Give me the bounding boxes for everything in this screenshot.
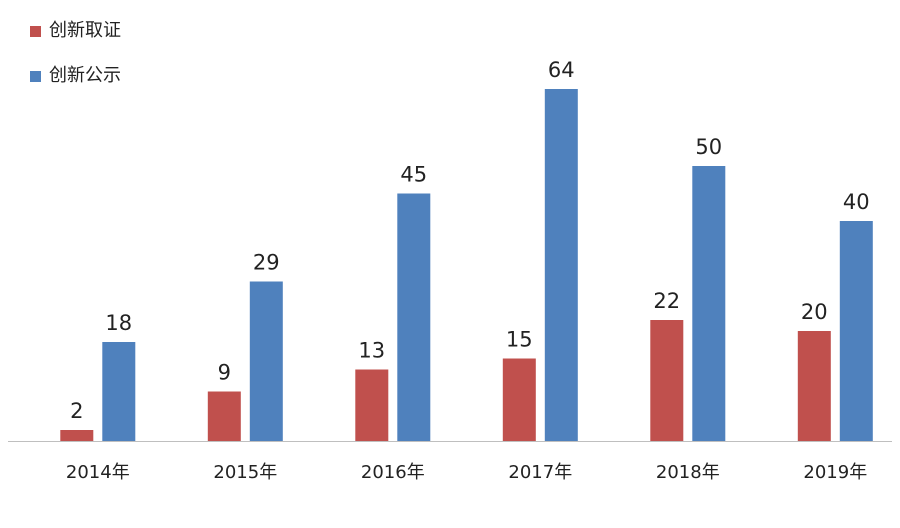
bar-series-1-6: [797, 331, 831, 441]
x-tick-label-1: 2014年: [66, 462, 130, 483]
data-label-series-2-4: 64: [548, 58, 575, 82]
data-label-series-1-5: 22: [653, 289, 680, 313]
bar-series-1-2: [207, 391, 241, 441]
data-label-series-1-1: 2: [70, 399, 83, 423]
legend-swatch-series-2: [30, 70, 41, 82]
legend-label-series-1: 创新取证: [49, 20, 121, 41]
legend-item-series-1: 创新取证: [30, 18, 121, 44]
bar-series-2-6: [839, 221, 873, 441]
x-tick-label-3: 2016年: [361, 462, 425, 483]
x-tick-label-2: 2015年: [213, 462, 277, 483]
bar-series-2-4: [544, 89, 578, 441]
x-tick-label-4: 2017年: [508, 462, 572, 483]
bar-series-1-1: [60, 430, 94, 441]
bar-series-1-3: [355, 369, 389, 441]
data-label-series-2-5: 50: [695, 135, 722, 159]
bar-series-1-5: [650, 320, 684, 441]
bar-series-2-1: [102, 342, 136, 441]
data-label-series-2-3: 45: [400, 163, 427, 187]
data-label-series-2-2: 29: [253, 251, 280, 275]
labels-group: 2 18 2014年 9 29 2015年 13 45 2016年 15 64 2017年 22 50 20…: [66, 58, 870, 483]
bar-series-2-2: [249, 281, 283, 441]
legend-item-series-2: 创新公示: [30, 63, 121, 89]
legend-swatch-series-1: [30, 25, 41, 37]
bar-series-1-4: [502, 358, 536, 441]
data-label-series-1-3: 13: [358, 339, 385, 363]
bars-group: [60, 89, 873, 441]
data-label-series-2-6: 40: [843, 190, 870, 214]
data-label-series-2-1: 18: [105, 311, 132, 335]
x-tick-label-5: 2018年: [656, 462, 720, 483]
data-label-series-1-4: 15: [506, 328, 533, 352]
data-label-series-1-2: 9: [218, 361, 231, 385]
data-label-series-1-6: 20: [801, 300, 828, 324]
bar-series-2-3: [397, 193, 431, 441]
legend-label-series-2: 创新公示: [49, 65, 121, 86]
bar-series-2-5: [692, 166, 726, 441]
legend: 创新取证 创新公示: [30, 18, 121, 108]
x-tick-label-6: 2019年: [803, 462, 867, 483]
